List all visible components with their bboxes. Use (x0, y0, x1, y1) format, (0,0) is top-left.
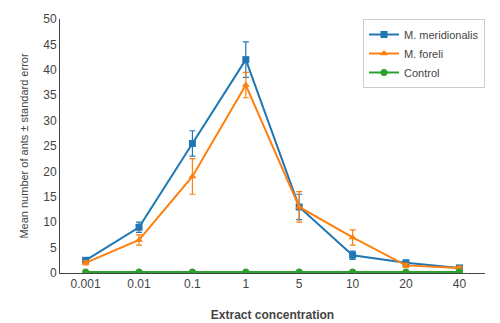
svg-text:0.01: 0.01 (127, 277, 151, 291)
svg-text:5: 5 (296, 277, 303, 291)
svg-text:1: 1 (242, 277, 249, 291)
svg-text:0: 0 (50, 266, 57, 280)
svg-text:20: 20 (399, 277, 413, 291)
svg-text:Mean number of ants ± standard: Mean number of ants ± standard error (18, 53, 30, 239)
svg-text:Extract concentration: Extract concentration (211, 308, 334, 322)
svg-text:10: 10 (346, 277, 360, 291)
svg-text:0.1: 0.1 (184, 277, 201, 291)
svg-text:25: 25 (43, 139, 57, 153)
svg-text:5: 5 (50, 241, 57, 255)
svg-text:40: 40 (43, 63, 57, 77)
svg-text:15: 15 (43, 190, 57, 204)
svg-text:M. foreli: M. foreli (404, 48, 443, 60)
svg-text:10: 10 (43, 215, 57, 229)
svg-text:M. meridionalis: M. meridionalis (404, 29, 478, 41)
svg-text:35: 35 (43, 88, 57, 102)
svg-text:20: 20 (43, 165, 57, 179)
svg-text:45: 45 (43, 38, 57, 52)
svg-text:50: 50 (43, 12, 57, 26)
svg-text:Control: Control (404, 67, 439, 79)
svg-text:40: 40 (453, 277, 467, 291)
svg-text:30: 30 (43, 114, 57, 128)
svg-text:0.001: 0.001 (71, 277, 101, 291)
